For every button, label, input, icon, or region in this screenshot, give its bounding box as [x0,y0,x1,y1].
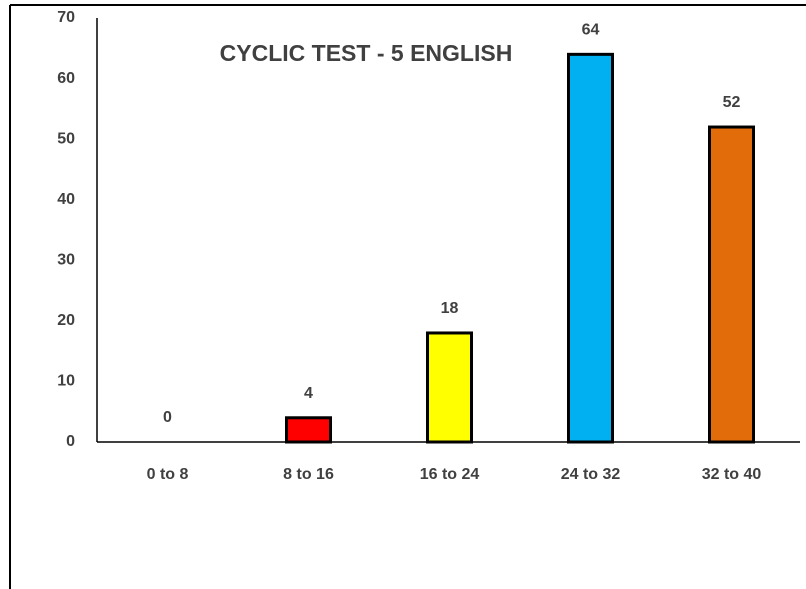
y-tick-label: 50 [57,130,75,147]
y-tick-label: 40 [57,191,75,208]
x-tick-label: 0 to 8 [147,466,189,483]
bar [285,416,332,444]
bar [708,125,755,444]
x-tick-label: 8 to 16 [283,466,334,483]
y-tick-label: 70 [57,9,75,26]
data-label: 0 [163,409,172,426]
x-tick-label: 24 to 32 [561,466,621,483]
y-tick-label: 0 [66,433,75,450]
y-tick-label: 30 [57,252,75,269]
data-label: 4 [304,385,313,402]
data-label: 52 [723,94,741,111]
data-label: 18 [441,300,459,317]
x-tick-label: 16 to 24 [420,466,480,483]
y-tick-label: 10 [57,373,75,390]
bar [567,52,614,444]
bar [426,331,473,444]
y-tick-label: 20 [57,312,75,329]
y-tick-label: 60 [57,70,75,87]
chart-title: CYCLIC TEST - 5 ENGLISH [220,40,513,66]
data-label: 64 [582,22,600,39]
x-tick-label: 32 to 40 [702,466,762,483]
